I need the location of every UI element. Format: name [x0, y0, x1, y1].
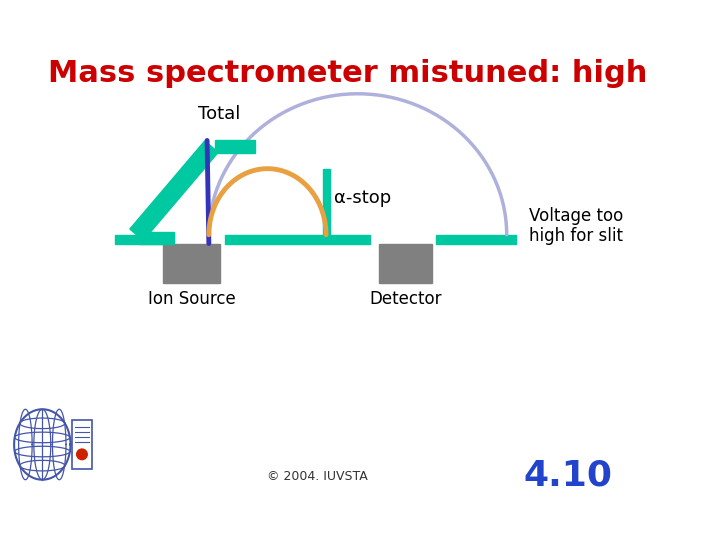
- Bar: [379, 244, 432, 283]
- Bar: [215, 140, 255, 153]
- Text: Total: Total: [198, 105, 240, 123]
- Text: 4.10: 4.10: [523, 458, 613, 492]
- Text: α-stop: α-stop: [334, 190, 391, 207]
- Bar: [436, 235, 516, 244]
- Bar: [139, 232, 174, 245]
- Circle shape: [76, 449, 87, 460]
- Text: Mass spectrometer mistuned: high: Mass spectrometer mistuned: high: [48, 58, 648, 87]
- Bar: [225, 235, 370, 244]
- Text: Voltage too
high for slit: Voltage too high for slit: [528, 206, 623, 245]
- Text: Ion Source: Ion Source: [148, 291, 235, 308]
- Bar: [163, 244, 220, 283]
- Bar: [323, 168, 330, 235]
- Bar: [114, 235, 172, 244]
- Text: © 2004. IUVSTA: © 2004. IUVSTA: [267, 470, 368, 483]
- Polygon shape: [14, 409, 71, 480]
- Bar: [72, 420, 91, 469]
- Text: Detector: Detector: [369, 291, 441, 308]
- Polygon shape: [130, 141, 218, 240]
